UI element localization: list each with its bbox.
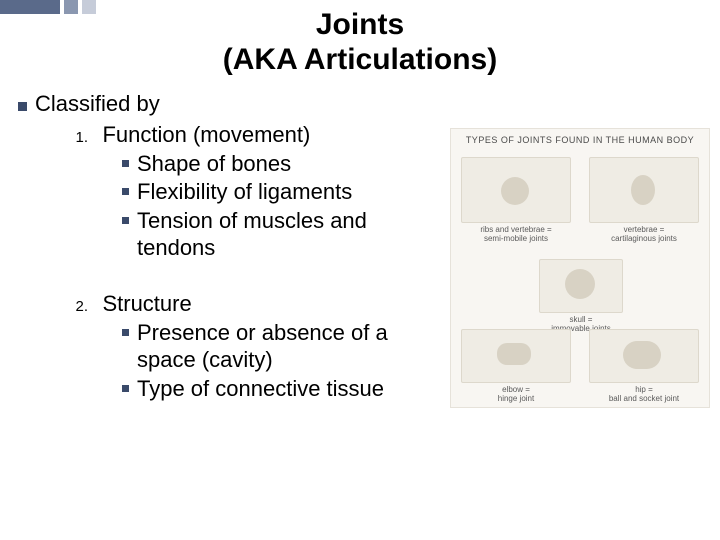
accent-bar bbox=[0, 0, 100, 14]
item1-label: Function (movement) bbox=[102, 122, 310, 147]
anatomy-illustration-icon bbox=[589, 157, 699, 223]
figure-caption: hip = ball and socket joint bbox=[589, 385, 699, 403]
item2-number: 2. bbox=[70, 298, 88, 315]
classified-by-line: Classified by bbox=[18, 90, 448, 118]
item2-label: Structure bbox=[102, 291, 191, 316]
classified-by-label: Classified by bbox=[35, 90, 160, 118]
numbered-item-1: 1. Function (movement) bbox=[70, 122, 448, 148]
anatomy-illustration-icon bbox=[539, 259, 623, 313]
anatomy-illustration-icon bbox=[589, 329, 699, 383]
numbered-item-2: 2. Structure bbox=[70, 291, 448, 317]
square-bullet-icon bbox=[122, 385, 129, 392]
figure-caption: vertebrae = cartilaginous joints bbox=[589, 225, 699, 243]
square-bullet-icon bbox=[122, 329, 129, 336]
figure-cell-ribs: ribs and vertebrae = semi-mobile joints bbox=[461, 157, 571, 243]
list-item: Flexibility of ligaments bbox=[122, 178, 448, 206]
sub-label: Type of connective tissue bbox=[137, 375, 384, 403]
list-item: Presence or absence of a space (cavity) bbox=[122, 319, 448, 374]
list-item: Shape of bones bbox=[122, 150, 448, 178]
figure-cell-skull: skull = immovable joints bbox=[539, 259, 623, 333]
sub-label: Tension of muscles and tendons bbox=[137, 207, 448, 262]
figure-cell-hip: hip = ball and socket joint bbox=[589, 329, 699, 403]
item1-number: 1. bbox=[70, 129, 88, 146]
figure-cell-elbow: elbow = hinge joint bbox=[461, 329, 571, 403]
square-bullet-icon bbox=[122, 217, 129, 224]
accent-seg-light bbox=[82, 0, 96, 14]
list-item: Tension of muscles and tendons bbox=[122, 207, 448, 262]
sub-label: Shape of bones bbox=[137, 150, 291, 178]
sub-label: Presence or absence of a space (cavity) bbox=[137, 319, 448, 374]
accent-seg-dark bbox=[0, 0, 60, 14]
figure-title: TYPES OF JOINTS FOUND IN THE HUMAN BODY bbox=[451, 135, 709, 145]
content-area: Classified by 1. Function (movement) Sha… bbox=[18, 90, 448, 403]
square-bullet-icon bbox=[122, 188, 129, 195]
accent-seg-mid bbox=[64, 0, 78, 14]
sub-label: Flexibility of ligaments bbox=[137, 178, 352, 206]
list-item: Type of connective tissue bbox=[122, 375, 448, 403]
anatomy-illustration-icon bbox=[461, 329, 571, 383]
figure-caption: elbow = hinge joint bbox=[461, 385, 571, 403]
figure-cell-vertebrae: vertebrae = cartilaginous joints bbox=[589, 157, 699, 243]
square-bullet-icon bbox=[122, 160, 129, 167]
slide-title-line2: (AKA Articulations) bbox=[0, 43, 720, 78]
anatomy-illustration-icon bbox=[461, 157, 571, 223]
joint-types-figure: TYPES OF JOINTS FOUND IN THE HUMAN BODY … bbox=[450, 128, 710, 408]
square-bullet-icon bbox=[18, 102, 27, 111]
slide-title-line1: Joints bbox=[0, 0, 720, 43]
figure-caption: ribs and vertebrae = semi-mobile joints bbox=[461, 225, 571, 243]
item2-sublist: Presence or absence of a space (cavity) … bbox=[122, 319, 448, 403]
item1-sublist: Shape of bones Flexibility of ligaments … bbox=[122, 150, 448, 262]
